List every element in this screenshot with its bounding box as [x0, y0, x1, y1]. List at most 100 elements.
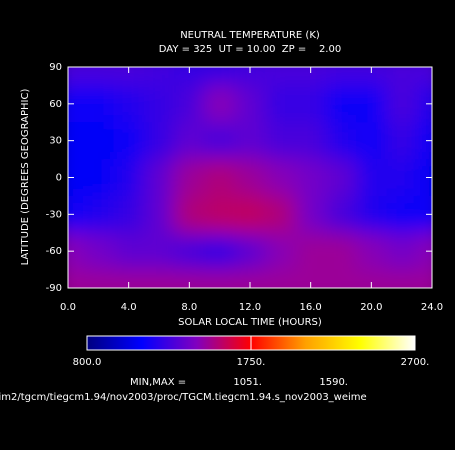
- y-tick-label: 90: [49, 62, 62, 73]
- heat-cell: [416, 67, 432, 86]
- heat-cell: [265, 269, 296, 288]
- heat-cell: [356, 195, 387, 234]
- heat-cell: [113, 232, 145, 271]
- heat-cell: [265, 232, 296, 271]
- y-axis-label: LATITUDE (DEGREES GEOGRAPHIC): [20, 89, 31, 266]
- heat-cell: [204, 122, 236, 160]
- chart-subtitle: DAY = 325 UT = 10.00 ZP = 2.00: [159, 44, 341, 55]
- x-axis-label: SOLAR LOCAL TIME (HOURS): [178, 317, 322, 328]
- heat-cell: [204, 232, 236, 271]
- heat-cell: [356, 122, 387, 160]
- heat-cell: [325, 159, 357, 197]
- heat-cell: [143, 232, 175, 271]
- x-tick-label: 8.0: [181, 302, 197, 313]
- heat-cell: [174, 159, 205, 197]
- heat-cell: [265, 67, 296, 86]
- heat-cell: [325, 195, 357, 234]
- x-tick-label: 20.0: [360, 302, 382, 313]
- heat-cell: [174, 195, 205, 234]
- min-value: 1051.: [233, 377, 262, 388]
- heat-cell: [295, 122, 327, 160]
- heat-cell: [204, 269, 236, 288]
- heat-cell: [113, 159, 145, 197]
- heat-cell: [83, 159, 114, 197]
- heat-cell: [174, 85, 205, 123]
- heat-cell: [83, 85, 114, 123]
- heat-cell: [325, 122, 357, 160]
- heat-cell: [83, 122, 114, 160]
- y-tick-label: 0: [56, 173, 62, 184]
- heat-cell: [143, 269, 175, 288]
- heat-cell: [204, 67, 236, 86]
- heat-cell: [113, 67, 145, 86]
- heat-cell: [204, 195, 236, 234]
- heat-cell: [356, 67, 387, 86]
- x-tick-label: 16.0: [300, 302, 322, 313]
- heat-cell: [234, 232, 266, 271]
- x-tick-label: 0.0: [60, 302, 76, 313]
- chart-title: NEUTRAL TEMPERATURE (K): [180, 30, 320, 41]
- heat-cell: [386, 269, 418, 288]
- heat-cell: [386, 85, 418, 123]
- heat-cell: [174, 122, 205, 160]
- heat-cell: [83, 269, 114, 288]
- heat-cell: [386, 159, 418, 197]
- heat-cell: [295, 67, 327, 86]
- y-tick-label: -60: [46, 246, 62, 257]
- y-tick-label: -30: [46, 209, 62, 220]
- heat-cell: [356, 269, 387, 288]
- heat-cell: [295, 232, 327, 271]
- plot-area: [68, 67, 432, 288]
- y-tick-label: -90: [46, 283, 62, 294]
- heat-cell: [416, 159, 432, 197]
- heat-cell: [143, 67, 175, 86]
- colorbar-tick-label: 1750.: [237, 357, 266, 368]
- heat-cell: [234, 269, 266, 288]
- heat-cell: [295, 85, 327, 123]
- heat-cell: [416, 122, 432, 160]
- heat-cell: [325, 232, 357, 271]
- heat-cell: [386, 195, 418, 234]
- file-path: /aim2/tgcm/tiegcm1.94/nov2003/proc/TGCM.…: [0, 392, 367, 403]
- max-value: 1590.: [319, 377, 348, 388]
- heat-cell: [68, 269, 84, 288]
- heat-cell: [68, 159, 84, 197]
- heat-cell: [295, 159, 327, 197]
- heat-cell: [265, 85, 296, 123]
- heat-cell: [356, 232, 387, 271]
- heat-cell: [68, 122, 84, 160]
- heat-cell: [68, 195, 84, 234]
- min-max-label: MIN,MAX =: [130, 377, 186, 388]
- heat-cell: [113, 122, 145, 160]
- heat-cell: [265, 122, 296, 160]
- y-tick-label: 30: [49, 136, 62, 147]
- heat-cell: [356, 159, 387, 197]
- heat-cell: [325, 85, 357, 123]
- heat-cell: [416, 269, 432, 288]
- heat-cell: [416, 195, 432, 234]
- colorbar-tick-label: 800.0: [73, 357, 102, 368]
- heat-cell: [386, 67, 418, 86]
- colorbar-tick-label: 2700.: [401, 357, 430, 368]
- heat-cell: [265, 195, 296, 234]
- heat-cell: [325, 269, 357, 288]
- heat-cell: [265, 159, 296, 197]
- heat-cell: [68, 85, 84, 123]
- x-tick-label: 24.0: [421, 302, 443, 313]
- heat-cell: [174, 269, 205, 288]
- heat-cell: [174, 232, 205, 271]
- heat-cell: [204, 85, 236, 123]
- heat-cell: [68, 232, 84, 271]
- heat-cell: [234, 85, 266, 123]
- heat-cell: [386, 232, 418, 271]
- heat-cell: [386, 122, 418, 160]
- heat-cell: [416, 85, 432, 123]
- heat-cell: [234, 159, 266, 197]
- heat-cell: [234, 195, 266, 234]
- heat-cell: [295, 195, 327, 234]
- y-tick-label: 60: [49, 99, 62, 110]
- heat-cell: [143, 159, 175, 197]
- heat-cell: [113, 85, 145, 123]
- heat-cell: [143, 195, 175, 234]
